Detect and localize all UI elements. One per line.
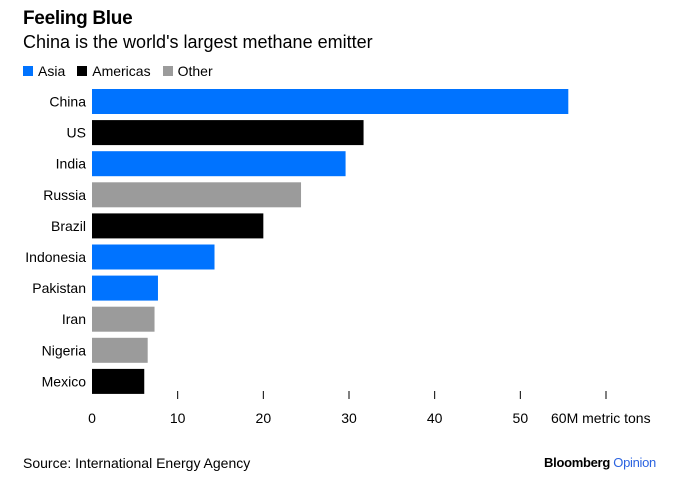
category-label: Mexico bbox=[42, 373, 87, 389]
bar-russia bbox=[92, 182, 302, 208]
category-label: Russia bbox=[43, 187, 86, 203]
legend-label: Other bbox=[177, 63, 213, 79]
source-note: Source: International Energy Agency bbox=[23, 455, 251, 471]
legend-swatch bbox=[23, 66, 33, 76]
category-label: China bbox=[49, 94, 86, 110]
bar-mexico bbox=[92, 368, 145, 394]
category-label: Pakistan bbox=[32, 280, 86, 296]
category-label: Nigeria bbox=[42, 342, 87, 358]
x-tick-label: 0 bbox=[88, 410, 96, 426]
legend-label: Asia bbox=[38, 63, 66, 79]
bar-pakistan bbox=[92, 275, 158, 301]
x-tick-label: 10 bbox=[170, 410, 186, 426]
chart-subtitle: China is the world's largest methane emi… bbox=[23, 32, 373, 52]
x-tick-label: 60M metric tons bbox=[551, 410, 651, 426]
bar-india bbox=[92, 151, 346, 177]
category-label: India bbox=[56, 156, 87, 172]
category-label: Indonesia bbox=[25, 249, 86, 265]
bar-brazil bbox=[92, 213, 264, 239]
x-tick-label: 50 bbox=[513, 410, 529, 426]
bar-iran bbox=[92, 306, 155, 332]
legend-swatch bbox=[162, 66, 173, 76]
x-tick-label: 40 bbox=[427, 410, 443, 426]
legend-item-americas: Americas bbox=[77, 63, 151, 79]
brand-suffix: Opinion bbox=[613, 455, 656, 470]
legend-swatch bbox=[77, 66, 88, 76]
x-tick-label: 30 bbox=[341, 410, 357, 426]
category-label: US bbox=[67, 125, 86, 141]
chart-title: Feeling Blue bbox=[23, 8, 133, 29]
legend-label: Americas bbox=[92, 63, 151, 79]
brand-name: Bloomberg bbox=[544, 455, 610, 470]
x-tick-label: 20 bbox=[256, 410, 272, 426]
legend-item-asia: Asia bbox=[23, 63, 65, 79]
bar-china bbox=[92, 89, 569, 114]
bar-us bbox=[92, 120, 364, 146]
brand-logo: Bloomberg Opinion bbox=[544, 455, 656, 470]
category-label: Iran bbox=[62, 311, 86, 327]
category-label: Brazil bbox=[51, 218, 86, 234]
bar-indonesia bbox=[92, 244, 215, 270]
bar-nigeria bbox=[92, 337, 148, 363]
legend: Asia Americas Other bbox=[23, 63, 213, 79]
legend-item-other: Other bbox=[162, 63, 213, 79]
